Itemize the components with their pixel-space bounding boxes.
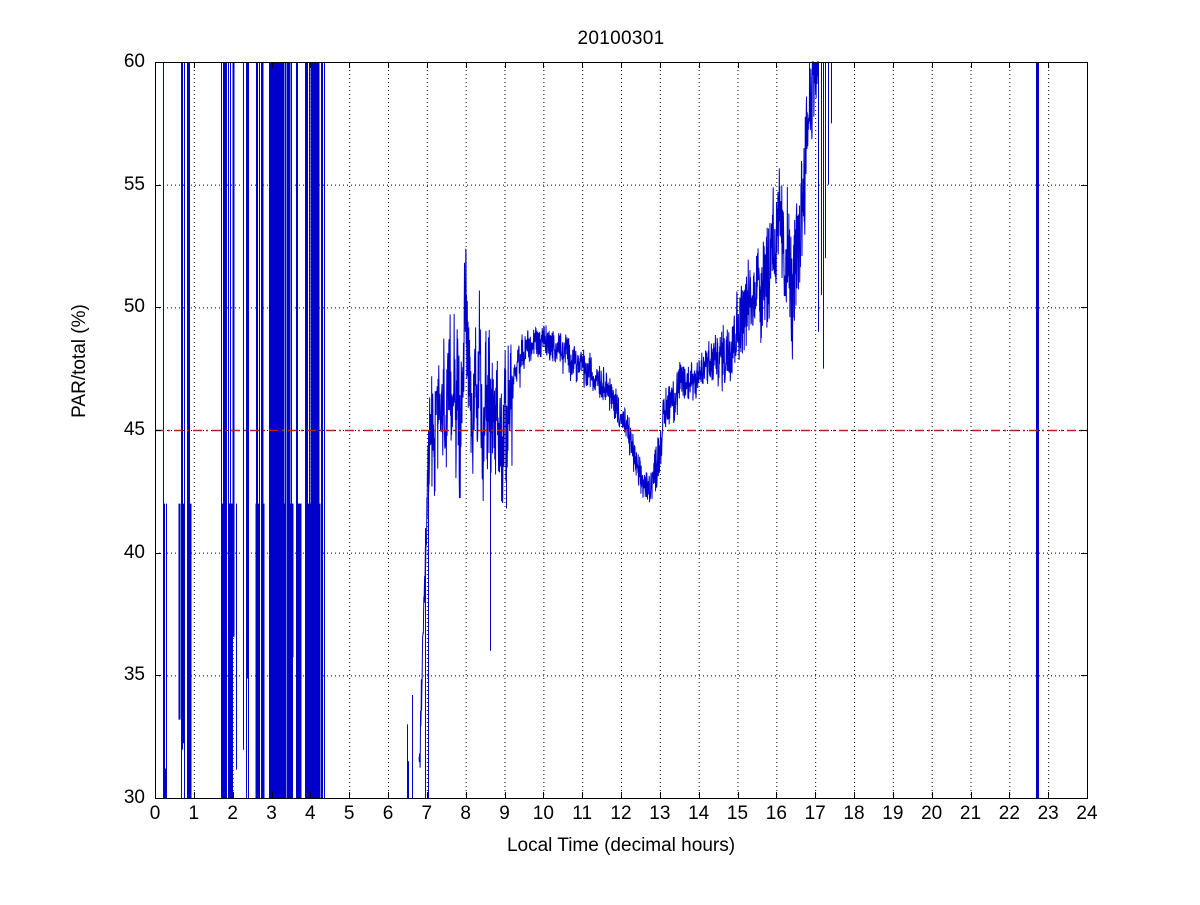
x-tick-label: 21 [959, 803, 982, 824]
x-tick-label: 4 [305, 803, 316, 824]
x-tick-label: 18 [843, 803, 865, 824]
x-tick-label: 22 [998, 803, 1020, 824]
y-tick-label: 40 [123, 541, 145, 563]
x-tick-label: 20 [921, 803, 943, 824]
x-tick-label: 7 [421, 803, 433, 824]
data-line-par-total [418, 61, 819, 768]
x-tick-label: 5 [343, 803, 355, 824]
x-tick-label: 23 [1037, 803, 1059, 824]
x-tick-label: 10 [532, 803, 554, 824]
x-tick-label: 17 [804, 803, 826, 824]
x-tick-label: 19 [882, 803, 904, 824]
x-tick-label: 6 [382, 803, 394, 824]
x-tick-label: 2 [227, 803, 238, 824]
x-tick-label: 14 [688, 803, 710, 824]
y-tick-label: 35 [123, 664, 145, 686]
night-noise-spikes [163, 62, 1039, 798]
x-tick-label: 9 [499, 803, 510, 824]
plot-title: 20100301 [577, 28, 665, 49]
y-tick-label: 50 [123, 296, 145, 318]
x-tick-label: 8 [460, 803, 471, 824]
y-tick-label: 30 [123, 787, 145, 808]
x-tick-label: 1 [188, 803, 200, 824]
y-tick-label: 45 [123, 419, 145, 440]
x-tick-label: 3 [266, 803, 277, 824]
x-tick-label: 16 [765, 803, 787, 824]
tick-marks [155, 62, 1088, 799]
y-tick-label: 55 [123, 173, 145, 195]
x-tick-label: 11 [572, 803, 593, 824]
x-axis-label: Local Time (decimal hours) [506, 835, 736, 856]
x-tick-label: 12 [610, 803, 632, 824]
x-tick-label: 13 [649, 803, 671, 824]
y-tick-label: 60 [123, 51, 145, 72]
x-tick-label: 24 [1076, 803, 1098, 824]
x-tick-label: 0 [149, 803, 161, 824]
x-tick-label: 15 [726, 803, 749, 824]
daytime-series [418, 61, 832, 798]
